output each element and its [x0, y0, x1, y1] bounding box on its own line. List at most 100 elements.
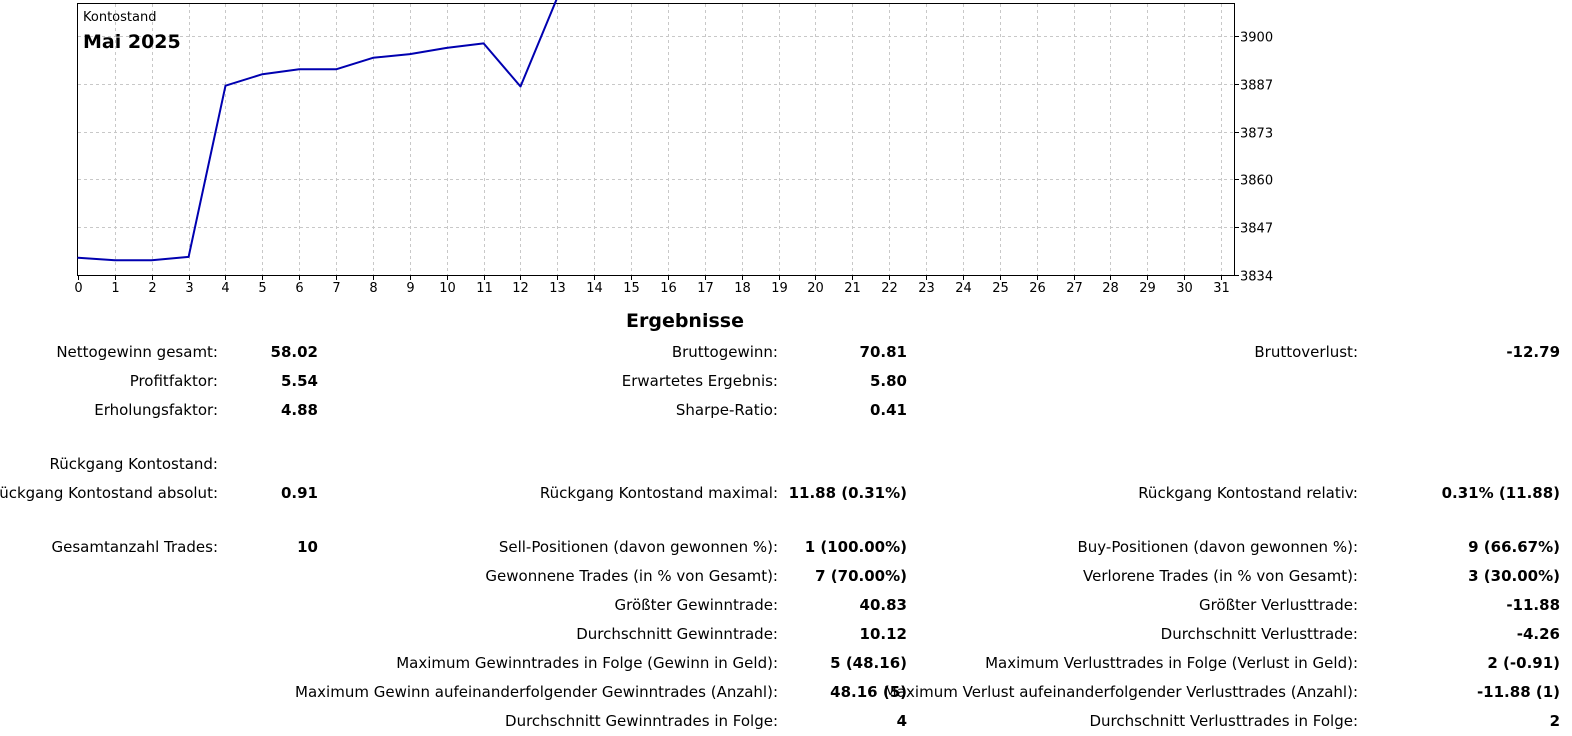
result-value: 5.54	[280, 372, 318, 390]
x-tick-label: 0	[74, 281, 82, 296]
x-tick-label: 2	[148, 281, 156, 296]
balance-point	[224, 84, 227, 87]
result-label: Erholungsfaktor:	[94, 401, 218, 419]
result-label: Verlorene Trades (in % von Gesamt):	[1083, 567, 1358, 585]
balance-point	[187, 256, 190, 258]
x-tick-label: 20	[807, 281, 824, 296]
series-layer	[77, 0, 558, 262]
balance-point	[519, 85, 522, 88]
result-value: 70.81	[859, 343, 907, 361]
result-label: Größter Verlusttrade:	[1198, 596, 1358, 614]
result-value: 5.80	[869, 372, 907, 390]
y-tick-label: 3887	[1240, 79, 1273, 94]
x-tick-label: 26	[1029, 281, 1046, 296]
balance-point	[409, 53, 411, 55]
x-tick-label: 16	[660, 281, 677, 296]
result-label: Maximum Verlusttrades in Folge (Verlust …	[985, 654, 1358, 672]
result-value: 4.88	[280, 401, 318, 419]
plot-frame	[77, 3, 1235, 276]
x-tick-label: 29	[1139, 281, 1156, 296]
x-tick-label: 23	[918, 281, 935, 296]
x-tick-label: 4	[221, 281, 229, 296]
result-label: Durchschnitt Verlusttrades in Folge:	[1089, 712, 1358, 730]
balance-point	[114, 259, 116, 262]
x-tick-label: 28	[1102, 281, 1119, 296]
x-tick-label: 7	[332, 281, 340, 296]
result-label: Buy-Positionen (davon gewonnen %):	[1077, 538, 1359, 556]
x-axis: 0 1 2 3 4 5 6 7 8 9 10 11 12 13 14 15 16 17 18 19 20 21 22 23 24…	[74, 275, 1230, 296]
result-value: -11.88	[1506, 596, 1560, 614]
result-value: -12.79	[1506, 343, 1560, 361]
result-value: -4.26	[1516, 625, 1560, 643]
result-value: 2	[1549, 712, 1560, 730]
x-tick-label: 22	[881, 281, 898, 296]
x-tick-label: 9	[406, 281, 414, 296]
balance-point	[335, 68, 337, 71]
result-label: Maximum Gewinntrades in Folge (Gewinn in…	[396, 654, 778, 672]
result-label: Gesamtanzahl Trades:	[51, 538, 219, 556]
result-value: 1 (100.00%)	[804, 538, 907, 556]
x-tick-label: 21	[844, 281, 861, 296]
x-tick-label: 15	[623, 281, 640, 296]
result-label: Rückgang Kontostand absolut:	[0, 484, 218, 502]
result-label: Maximum Verlust aufeinanderfolgender Ver…	[883, 683, 1358, 701]
result-label: Sell-Positionen (davon gewonnen %):	[498, 538, 778, 556]
x-tick-label: 25	[992, 281, 1009, 296]
x-tick-label: 31	[1213, 281, 1230, 296]
x-tick-label: 13	[549, 281, 566, 296]
balance-point	[77, 257, 79, 259]
result-value: 10.12	[859, 625, 907, 643]
y-tick-label: 3847	[1240, 222, 1273, 237]
x-tick-label: 14	[586, 281, 603, 296]
result-value: -11.88 (1)	[1476, 683, 1560, 701]
result-value: 0.31% (11.88)	[1441, 484, 1560, 502]
result-value: 40.83	[859, 596, 907, 614]
result-label: Profitfaktor:	[129, 372, 218, 390]
result-value: 7 (70.00%)	[815, 567, 907, 585]
result-label: Durchschnitt Gewinntrade:	[576, 625, 778, 643]
result-label: Rückgang Kontostand:	[49, 455, 218, 473]
result-label: Maximum Gewinn aufeinanderfolgender Gewi…	[295, 683, 778, 701]
result-label: Sharpe-Ratio:	[675, 401, 778, 419]
y-axis: 3900 3887 3873 3860 3847 3834	[1234, 31, 1273, 285]
x-tick-label: 27	[1066, 281, 1083, 296]
results-heading: Ergebnisse	[626, 310, 744, 332]
result-label: Durchschnitt Gewinntrades in Folge:	[505, 712, 778, 730]
y-tick-label: 3873	[1240, 127, 1273, 142]
balance-point	[445, 47, 448, 49]
result-label: Durchschnitt Verlusttrade:	[1160, 625, 1358, 643]
result-label: Rückgang Kontostand maximal:	[539, 484, 778, 502]
result-value: 5 (48.16)	[830, 654, 907, 672]
x-tick-label: 18	[734, 281, 751, 296]
balance-point	[298, 68, 301, 71]
result-value: 0.41	[869, 401, 907, 419]
result-label: Rückgang Kontostand relativ:	[1138, 484, 1358, 502]
result-label: Gewonnene Trades (in % von Gesamt):	[485, 567, 778, 585]
chart-title: Kontostand	[83, 10, 156, 25]
balance-point	[150, 259, 153, 262]
x-tick-label: 5	[258, 281, 266, 296]
x-tick-label: 30	[1176, 281, 1193, 296]
balance-point	[261, 73, 264, 75]
balance-point	[482, 42, 485, 45]
result-value: 0.91	[280, 484, 318, 502]
x-tick-label: 17	[697, 281, 714, 296]
x-tick-label: 12	[512, 281, 529, 296]
result-value: 11.88 (0.31%)	[788, 484, 907, 502]
result-label: Größter Gewinntrade:	[614, 596, 778, 614]
x-tick-label: 3	[185, 281, 193, 296]
result-label: Erwartetes Ergebnis:	[621, 372, 778, 390]
chart-subtitle: Mai 2025	[83, 31, 181, 53]
x-tick-label: 24	[955, 281, 972, 296]
result-label: Bruttogewinn:	[671, 343, 778, 361]
result-value: 2 (-0.91)	[1487, 654, 1560, 672]
balance-point	[372, 57, 374, 59]
x-tick-label: 10	[439, 281, 456, 296]
x-tick-label: 19	[771, 281, 788, 296]
x-tick-label: 8	[369, 281, 377, 296]
result-value: 9 (66.67%)	[1468, 538, 1560, 556]
result-value: 4	[896, 712, 907, 730]
y-tick-label: 3860	[1240, 174, 1273, 189]
result-label: Bruttoverlust:	[1254, 343, 1358, 361]
chart-grid	[78, 4, 1234, 275]
